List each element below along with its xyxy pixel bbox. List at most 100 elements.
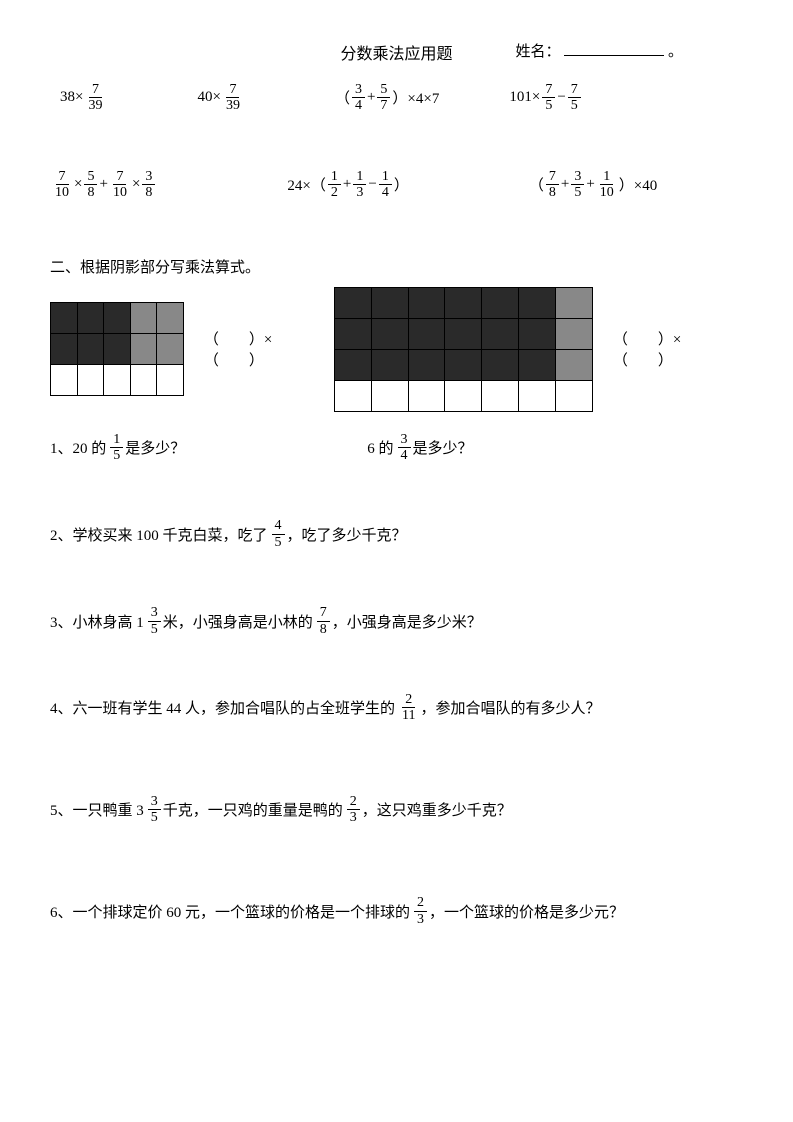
grid-cell (51, 303, 78, 334)
grid-cell (334, 318, 371, 349)
text: 2、学校买来 100 千克白菜，吃了 (50, 524, 268, 545)
question-1a: 1、20 的 15 是多少？ (50, 432, 187, 464)
fraction: 57 (377, 82, 390, 114)
text: + (561, 176, 569, 193)
grid-cell (408, 380, 445, 411)
text: 101× (509, 89, 540, 106)
fraction: 35 (571, 169, 584, 201)
question-4: 4、六一班有学生 44 人，参加合唱队的占全班学生的 211 ，参加合唱队的有多… (50, 692, 743, 724)
grid-cell (482, 318, 519, 349)
text: 米，小强身高是小林的 (163, 611, 313, 632)
blank-expression-2[interactable]: （ ）×（ ） (613, 328, 723, 370)
shaded-grid-2 (334, 287, 593, 412)
question-3: 3、小林身高 1 35 米，小强身高是小林的 78 ，小强身高是多少米？ (50, 605, 743, 637)
grid-cell (371, 287, 408, 318)
text: 40× (197, 89, 220, 106)
grid-cell (371, 380, 408, 411)
blank-expression-1[interactable]: （ ）×（ ） (204, 328, 314, 370)
text: − (557, 89, 565, 106)
grid-cell (482, 380, 519, 411)
text: ，吃了多少千克？ (287, 524, 407, 545)
text: + (586, 176, 594, 193)
grid-cell (77, 303, 104, 334)
text: + (367, 89, 375, 106)
grid-cell (104, 303, 131, 334)
text: + (99, 176, 107, 193)
fraction: 34 (398, 432, 411, 464)
grid-cell (371, 318, 408, 349)
expr-2-1: 710 × 58 + 710 × 38 (50, 169, 157, 201)
grids-row: （ ）×（ ） （ ）×（ ） (50, 287, 743, 412)
fraction: 739 (85, 82, 105, 114)
grid-cell (445, 380, 482, 411)
text: 38× (60, 89, 83, 106)
grid-cell (77, 334, 104, 365)
grid-cell (445, 318, 482, 349)
text: ）×4×7 (392, 87, 439, 108)
text: 24×（ (287, 174, 325, 195)
name-input-line[interactable] (564, 55, 664, 56)
grid-cell (519, 349, 556, 380)
fraction: 739 (223, 82, 243, 114)
grid-cell (556, 380, 593, 411)
text: ，这只鸡重多少千克？ (362, 799, 512, 820)
fraction: 35 (148, 605, 161, 637)
name-field: 姓名： 。 (515, 40, 683, 61)
fraction: 45 (272, 518, 285, 550)
expression-row-2: 710 × 58 + 710 × 38 24×（ 12 + 13 − 14 ） … (50, 169, 743, 201)
grid-cell (371, 349, 408, 380)
fraction: 211 (399, 692, 418, 724)
text: ）×40 (619, 174, 657, 195)
text: 是多少？ (125, 437, 185, 458)
page-title: 分数乘法应用题 (340, 40, 452, 64)
period: 。 (668, 44, 683, 60)
grid-cell (334, 380, 371, 411)
grid-cell (130, 303, 157, 334)
grid-cell (519, 287, 556, 318)
expr-1-3: （ 34 + 57 ）×4×7 (335, 82, 439, 114)
text: × (74, 176, 82, 193)
fraction: 23 (347, 794, 360, 826)
question-2: 2、学校买来 100 千克白菜，吃了 45 ，吃了多少千克？ (50, 518, 743, 550)
text: 千克，一只鸡的重量是鸭的 (163, 799, 343, 820)
fraction: 75 (568, 82, 581, 114)
expr-1-1: 38× 739 (60, 82, 107, 114)
grid-cell (408, 318, 445, 349)
fraction: 78 (546, 169, 559, 201)
grid-cell (408, 287, 445, 318)
fraction: 38 (142, 169, 155, 201)
question-text: 2、学校买来 100 千克白菜，吃了 45 ，吃了多少千克？ (50, 518, 409, 550)
grid-cell (519, 380, 556, 411)
text: ，小强身高是多少米？ (332, 611, 482, 632)
expression-row-1: 38× 739 40× 739 （ 34 + 57 ）×4×7 101× 75 … (50, 82, 743, 114)
text: 1、20 的 (50, 437, 106, 458)
grid-cell (408, 349, 445, 380)
text: 6、一个排球定价 60 元，一个篮球的价格是一个排球的 (50, 901, 410, 922)
question-text: 3、小林身高 1 35 米，小强身高是小林的 78 ，小强身高是多少米？ (50, 605, 484, 637)
fraction: 75 (542, 82, 555, 114)
fraction: 12 (328, 169, 341, 201)
fraction: 710 (110, 169, 130, 201)
fraction: 14 (379, 169, 392, 201)
fraction: 23 (414, 895, 427, 927)
expr-1-2: 40× 739 (197, 82, 244, 114)
question-1b: 6 的 34 是多少？ (367, 432, 474, 464)
grid-cell (130, 334, 157, 365)
grid-cell (157, 303, 184, 334)
text: 6 的 (367, 437, 393, 458)
text: （ (335, 87, 350, 108)
grid-cell (51, 365, 78, 396)
text: + (343, 176, 351, 193)
grid-cell (556, 349, 593, 380)
worksheet-header: 分数乘法应用题 姓名： 。 (50, 40, 743, 64)
grid-cell (556, 318, 593, 349)
expr-2-2: 24×（ 12 + 13 − 14 ） (287, 169, 408, 201)
expr-2-3: （ 78 + 35 + 110 ）×40 (529, 169, 657, 201)
text: 5、一只鸭重 3 (50, 799, 144, 820)
question-1-row: 1、20 的 15 是多少？ 6 的 34 是多少？ (50, 432, 743, 464)
grid-cell (130, 365, 157, 396)
text: （ (529, 174, 544, 195)
shaded-grid-1 (50, 302, 184, 396)
grid-cell (482, 349, 519, 380)
question-5: 5、一只鸭重 3 35 千克，一只鸡的重量是鸭的 23 ，这只鸡重多少千克？ (50, 794, 743, 826)
